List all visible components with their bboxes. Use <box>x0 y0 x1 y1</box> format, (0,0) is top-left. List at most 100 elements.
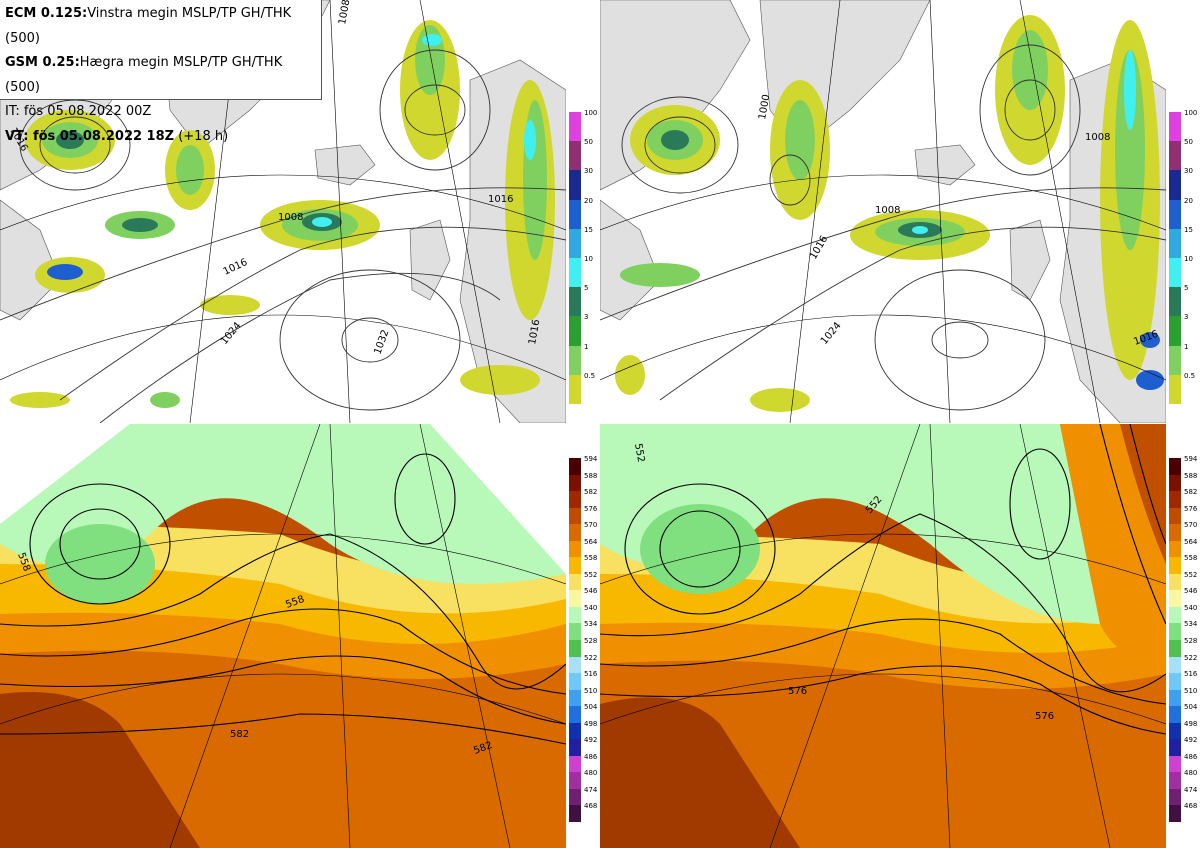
isobars <box>0 49 566 423</box>
isobar-label: 1016 <box>488 194 513 205</box>
colorbar-swatch <box>569 199 581 229</box>
outside-domain <box>0 424 130 524</box>
colorbar-swatch <box>1169 345 1181 375</box>
colorbar-label: 546 <box>584 587 598 596</box>
colorbar-swatch <box>1169 689 1181 707</box>
colorbar-swatch <box>1169 772 1181 789</box>
colorbar-label: 20 <box>584 196 593 205</box>
colorbar-label: 576 <box>584 504 598 513</box>
colorbar-swatch <box>569 316 581 346</box>
colorbar-label: 492 <box>584 736 598 745</box>
isobar-label: 1008 <box>1085 132 1110 143</box>
colorbar-label: 594 <box>1184 455 1198 463</box>
colorbar-label: 1 <box>1184 342 1189 351</box>
colorbar-swatch <box>1169 722 1181 740</box>
isobar-label: 1008 <box>337 0 352 26</box>
colorbar-swatch <box>569 805 581 822</box>
colorbar-swatch <box>1169 170 1181 200</box>
colorbar-swatch <box>1169 287 1181 317</box>
colorbar-label: 480 <box>1184 769 1198 778</box>
canada-land <box>0 199 61 321</box>
colorbar-label: 1 <box>584 342 589 351</box>
colorbar-label: 582 <box>584 488 598 497</box>
precip-areas <box>10 20 555 408</box>
colorbar-swatch <box>1169 640 1181 657</box>
colorbar-label: 15 <box>584 225 593 234</box>
colorbar-swatch <box>569 623 581 640</box>
colorbar-label: 564 <box>1184 537 1198 546</box>
colorbar-label: 468 <box>584 802 598 811</box>
colorbar-label: 474 <box>584 785 598 794</box>
colorbar-swatch <box>1169 228 1181 258</box>
colorbar-swatch <box>1169 491 1181 508</box>
colorbar-swatch <box>569 755 581 773</box>
colorbar-swatch <box>569 170 581 200</box>
isobar-label: 1008 <box>875 205 900 216</box>
colorbar-label: 564 <box>584 537 598 546</box>
colorbar-label: 10 <box>1184 255 1193 263</box>
iceland-land <box>914 144 976 186</box>
colorbar-swatch <box>569 706 581 723</box>
colorbar-swatch <box>1169 656 1181 674</box>
colorbar-label: 570 <box>584 521 598 530</box>
colorbar-swatch <box>569 287 581 317</box>
colorbar-swatch <box>1169 374 1181 404</box>
valid-time: VT: fös 05.08.2022 18Z (+18 h) <box>5 128 229 144</box>
colorbar-label: 480 <box>584 769 598 778</box>
colorbar-label: 540 <box>584 603 598 612</box>
init-time: IT: fös 05.08.2022 00Z <box>5 104 152 119</box>
colorbar-swatch <box>1169 673 1181 690</box>
colorbar-label: 516 <box>584 670 598 679</box>
contour-label: 552 <box>632 443 646 464</box>
colorbar-swatch <box>1169 739 1181 756</box>
colorbar-label: 588 <box>584 471 598 480</box>
colorbar-label: 582 <box>1184 488 1198 497</box>
outside-domain <box>430 424 566 574</box>
colorbar-label: 522 <box>584 653 598 662</box>
colorbar-swatch <box>569 557 581 574</box>
gh-contours <box>0 453 566 745</box>
colorbar-label: 492 <box>1184 736 1198 745</box>
colorbar-label: 528 <box>1184 637 1198 645</box>
colorbar-label: 0.5 <box>1184 371 1196 380</box>
gsm-mslp-map: 1000 1008 1008 1016 1024 1016 <box>600 0 1166 423</box>
colorbar-swatch <box>569 606 581 624</box>
colorbar-swatch <box>1169 141 1181 171</box>
gsm-thickness-map: 552 552 576 576 <box>600 424 1166 848</box>
colorbar-label: 30 <box>584 167 593 176</box>
colorbar-swatch <box>569 491 581 508</box>
isobar-label: 1024 <box>219 320 244 347</box>
colorbar-swatch <box>1169 112 1181 142</box>
colorbar-label: 516 <box>1184 670 1198 679</box>
colorbar-label: 504 <box>1184 703 1198 712</box>
contour-label: 576 <box>1035 711 1054 722</box>
colorbar-swatch <box>569 788 581 806</box>
colorbar-label: 552 <box>1184 570 1198 579</box>
colorbar-label: 3 <box>1184 313 1189 322</box>
colorbar-label: 510 <box>1184 686 1198 695</box>
colorbar-swatch <box>1169 474 1181 492</box>
colorbar-label: 486 <box>1184 752 1198 761</box>
gsm-thickness-panel: 552 552 576 576 <box>600 424 1166 848</box>
colorbar-label: 546 <box>1184 587 1198 596</box>
colorbar-swatch <box>569 112 581 142</box>
colorbar-swatch <box>1169 788 1181 806</box>
colorbar-swatch <box>1169 199 1181 229</box>
info-box: ECM 0.125:Vinstra megin MSLP/TP GH/THK (… <box>0 0 322 144</box>
colorbar-swatch <box>569 458 581 475</box>
colorbar-label: 100 <box>584 109 598 117</box>
colorbar-swatch <box>569 374 581 404</box>
colorbar-label: 498 <box>584 719 598 728</box>
colorbar-swatch <box>1169 258 1181 288</box>
colorbar-swatch <box>569 590 581 607</box>
colorbar-label: 5 <box>584 284 589 293</box>
colorbar-label: 558 <box>1184 554 1198 563</box>
colorbar-label: 588 <box>1184 471 1198 480</box>
precip-areas <box>615 15 1164 412</box>
contour-label: 582 <box>230 729 249 740</box>
colorbar-swatch <box>1169 805 1181 822</box>
colorbar-label: 100 <box>1184 109 1198 117</box>
colorbar-swatch <box>569 772 581 789</box>
colorbar-swatch <box>1169 755 1181 773</box>
colorbar-swatch <box>1169 540 1181 558</box>
